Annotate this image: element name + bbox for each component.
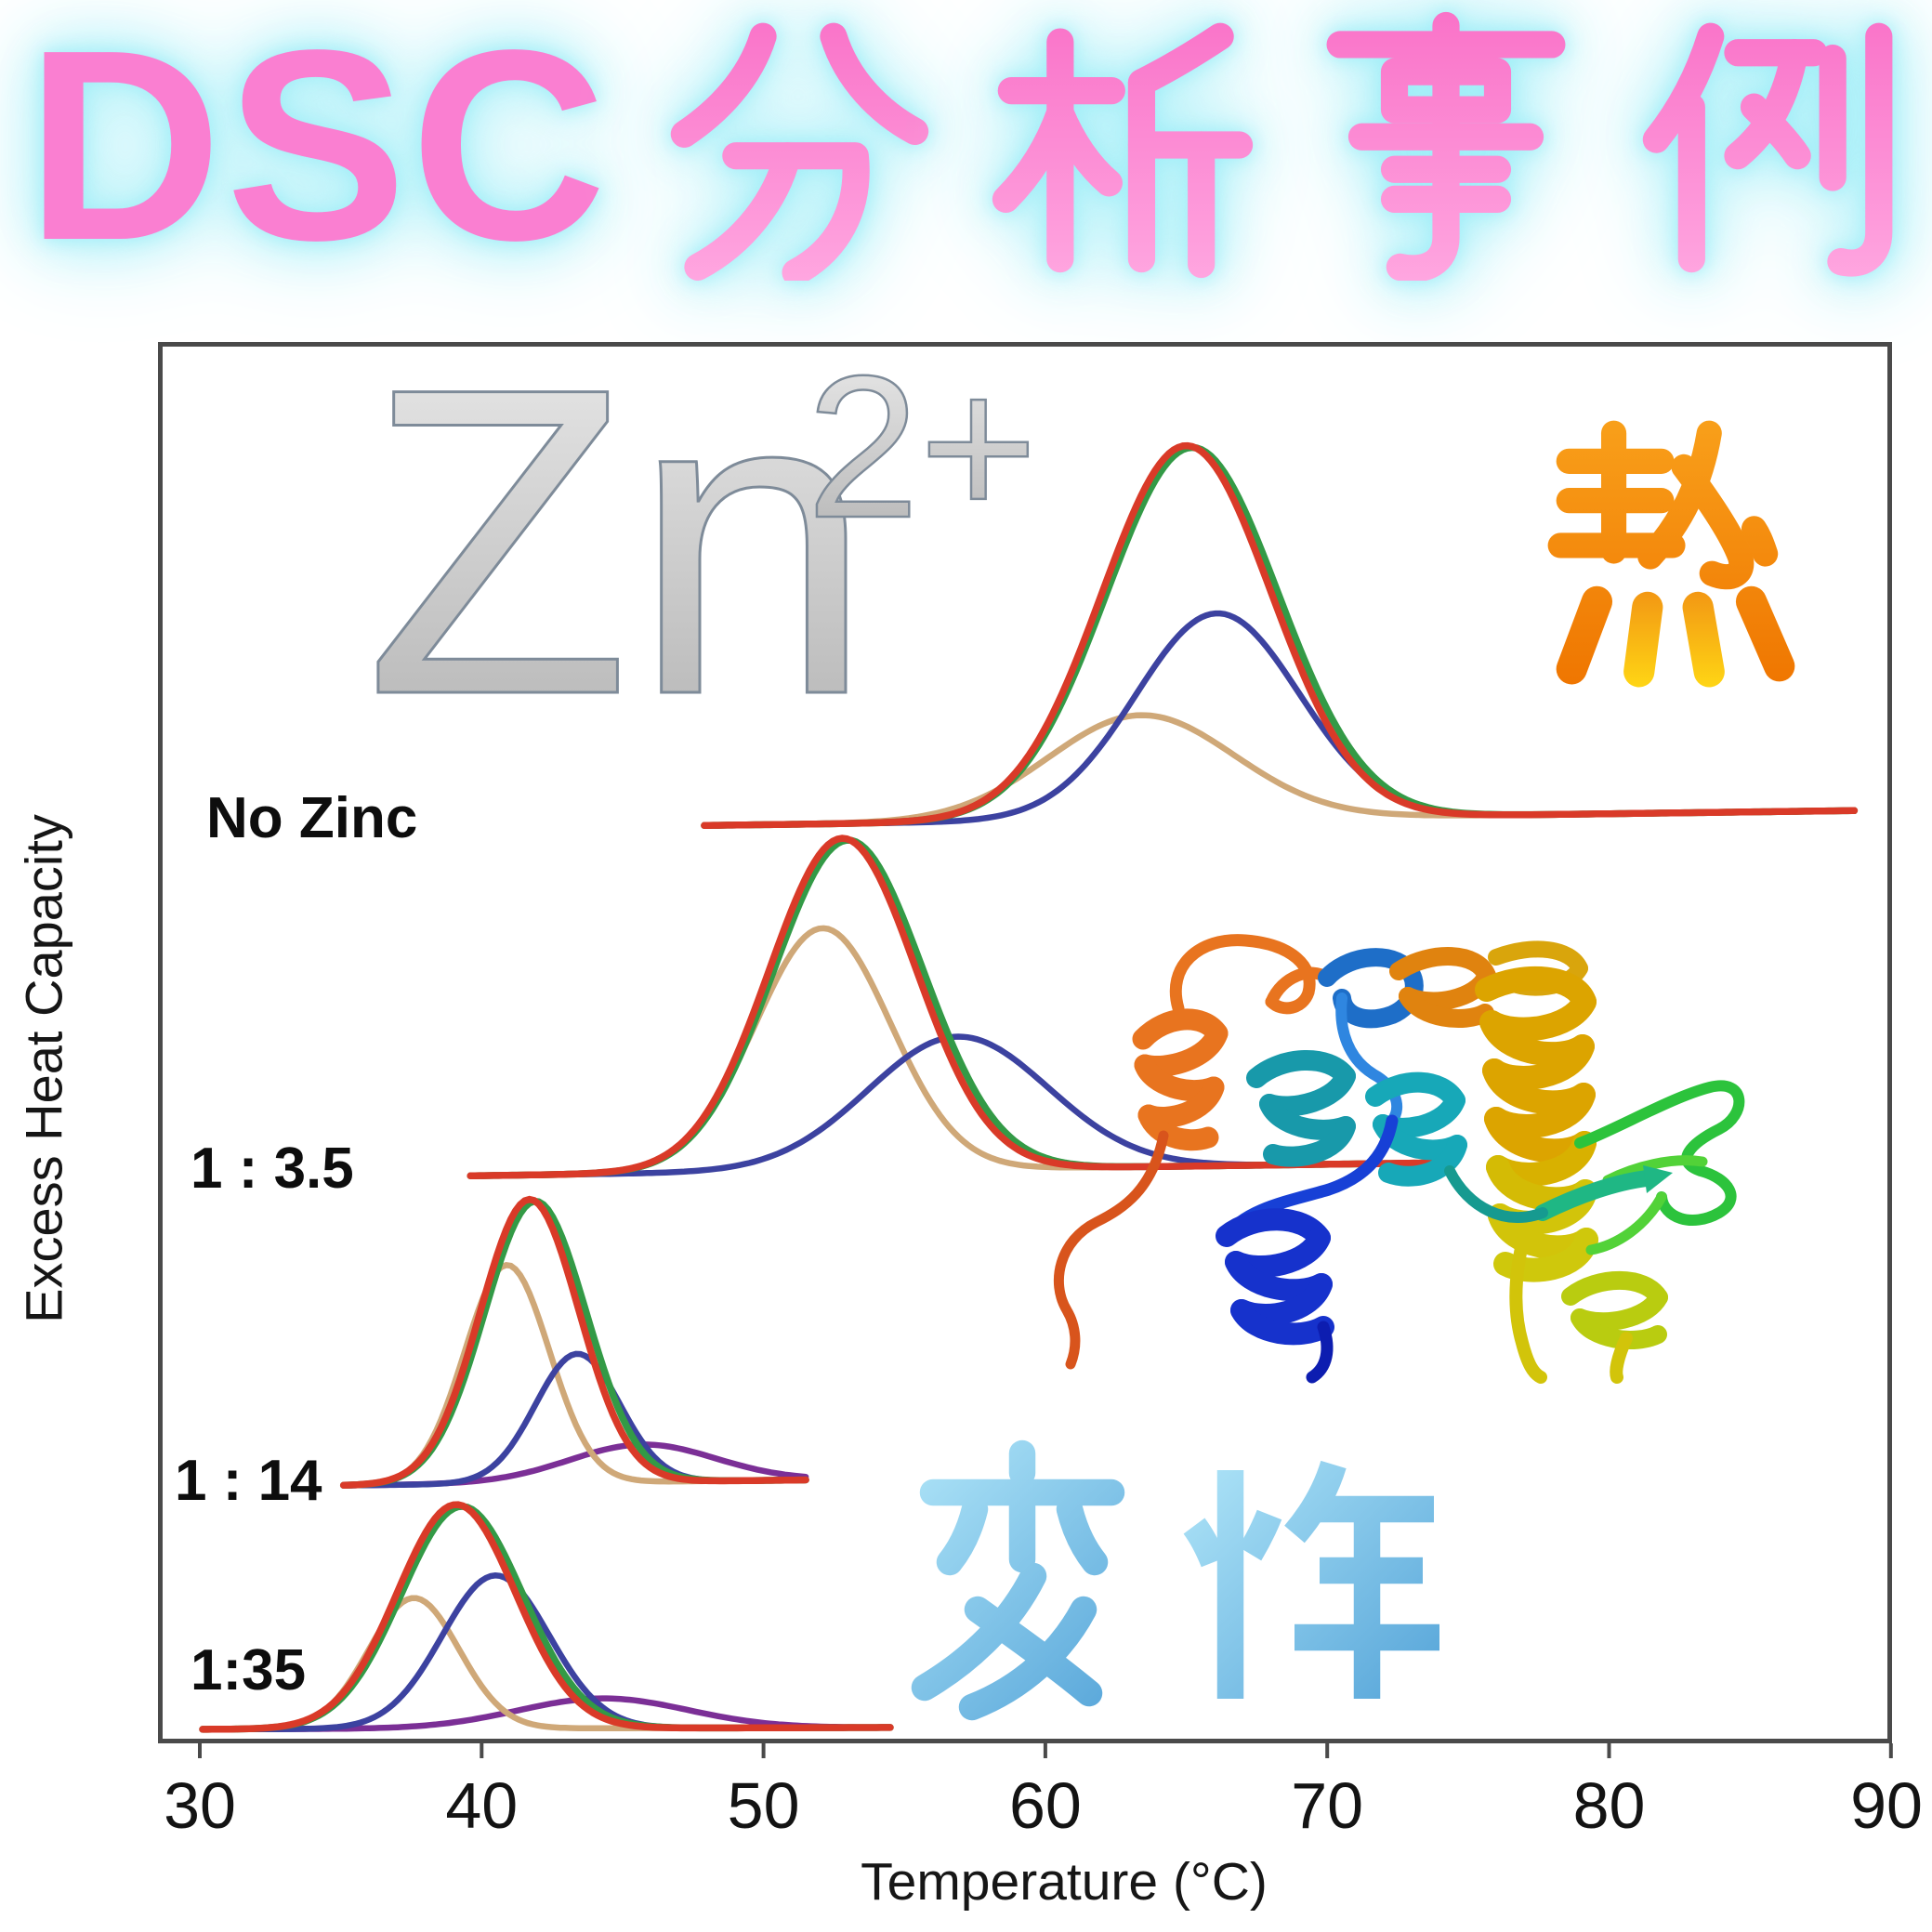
x-tick-label-30: 30 — [164, 1769, 236, 1842]
x-tick-label-40: 40 — [445, 1769, 519, 1842]
page-title: DSC — [26, 6, 1906, 284]
title-kanji-ji-icon — [1326, 11, 1566, 281]
curve-135-red — [199, 1501, 894, 1733]
zinc-symbol-text: Zn — [364, 297, 874, 785]
dsc-trace-0 — [701, 441, 1859, 830]
curve-114-red — [339, 1195, 809, 1490]
dsc-curves — [199, 441, 1859, 1733]
trace-label-1-14: 1 : 14 — [175, 1449, 322, 1513]
trace-label-1-35: 1:35 — [191, 1638, 307, 1702]
title-kanji-seki-icon — [992, 22, 1253, 279]
dsc-trace-2 — [339, 1195, 809, 1490]
x-tick-label-70: 70 — [1291, 1769, 1364, 1842]
denat-kanji-hen-icon — [911, 1439, 1125, 1721]
denaturation-kanji-label — [883, 1439, 1453, 1725]
curve-NoZinc-tan — [701, 712, 1858, 829]
x-tick-label-50: 50 — [727, 1769, 800, 1842]
title-kanji-rei-icon — [1642, 22, 1893, 277]
heat-kanji-icon — [1547, 420, 1795, 688]
y-axis-label: Excess Heat Capacity — [14, 814, 73, 1323]
x-tick-label-60: 60 — [1008, 1769, 1082, 1842]
denat-kanji-sei-icon — [1183, 1460, 1439, 1699]
trace-label-no-zinc: No Zinc — [206, 786, 418, 850]
x-tick-label-80: 80 — [1572, 1769, 1646, 1842]
x-tick-label-90: 90 — [1850, 1769, 1923, 1842]
title-latin-text: DSC — [26, 0, 611, 296]
curve-114-green — [339, 1197, 809, 1490]
curve-NoZinc-red — [701, 441, 1859, 830]
zinc-charge-superscript: 2+ — [807, 335, 1038, 560]
trace-label-1-3-5: 1 : 3.5 — [191, 1137, 354, 1201]
protein-ribbon-illustration — [1053, 934, 1745, 1384]
x-axis-ticks — [198, 1743, 1893, 1758]
x-axis-label: Temperature (°C) — [861, 1852, 1268, 1912]
dsc-trace-3 — [199, 1501, 894, 1733]
zinc-ion-label: Zn 2+ — [363, 296, 1039, 787]
title-kanji-bun-icon — [670, 22, 929, 281]
